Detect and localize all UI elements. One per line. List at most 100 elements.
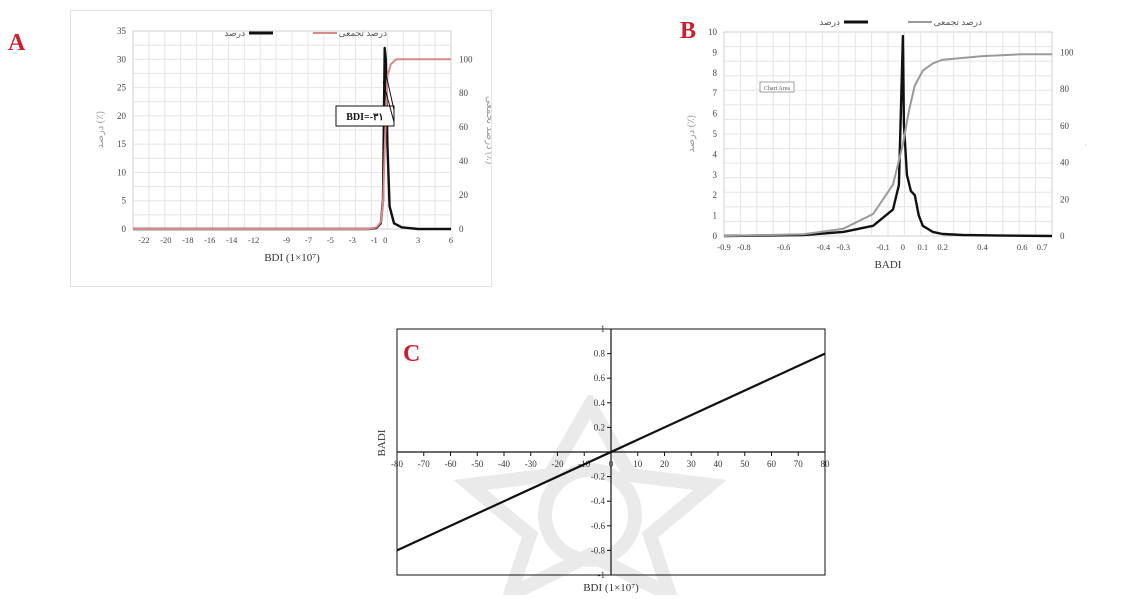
y-right-axis-title: درصد تجمعی (٪) (484, 96, 491, 164)
x-tick-label: -18 (182, 235, 193, 245)
annotation-box (335, 105, 395, 127)
y-left-tick-label: 0 (122, 224, 127, 234)
x-tick-label: -50 (471, 459, 483, 469)
x-tick-label: 0.7 (1037, 242, 1048, 252)
y-tick-label: 1 (601, 324, 606, 334)
x-tick-label: -16 (204, 235, 215, 245)
x-tick-label: 30 (687, 459, 697, 469)
x-tick-label: 80 (821, 459, 831, 469)
x-tick-label: -70 (418, 459, 430, 469)
x-tick-label: 0 (383, 235, 387, 245)
y-left-tick-label: 9 (713, 47, 718, 57)
y-right-tick-label: 80 (459, 88, 469, 98)
chart-panel-c: -80 -70 -60 -50 -40 -30 -20 -10 0 10 20 30 40 50 60 70 8… (355, 323, 855, 594)
y-left-tick-label: 5 (122, 196, 127, 206)
y-left-tick-label: 0 (713, 231, 718, 241)
y-tick-label: -1 (598, 570, 606, 580)
y-left-axis-title: درصد (٪) (95, 111, 106, 149)
watermark-logo (453, 395, 727, 595)
x-tick-label: 0 (901, 242, 905, 252)
y-tick-label: 0.2 (594, 422, 605, 432)
x-tick-label: -9 (283, 235, 290, 245)
x-tick-label: 60 (767, 459, 777, 469)
y-tick-label: 0.4 (594, 398, 606, 408)
y-left-tick-label: 30 (117, 54, 127, 64)
y-left-tick-label: 25 (117, 83, 127, 93)
x-tick-label: -22 (138, 235, 149, 245)
x-tick-label: -1 (371, 235, 378, 245)
y-right-axis-title: درصد تجمعی (٪) (1085, 100, 1086, 168)
chart-area-label: Chart Area (764, 86, 790, 92)
legend-label-cumulative: درصد تجمعی (934, 17, 982, 28)
chart-panel-b: 0 1 2 3 4 5 6 7 8 9 10 0 20 40 60 80 100 -0.9 -0.8 -0.6 -0.4… (676, 12, 1096, 294)
x-tick-label: -0.3 (837, 242, 850, 252)
y-tick-label: -0.2 (591, 472, 605, 482)
y-right-tick-label: 40 (459, 156, 469, 166)
series-line-cumulative (133, 58, 451, 230)
y-left-tick-label: 15 (117, 139, 127, 149)
x-tick-label: 70 (794, 459, 804, 469)
x-tick-label: 0.4 (977, 242, 988, 252)
x-axis-title: BDI (1×10⁷) (583, 582, 639, 594)
y-left-tick-label: 3 (713, 170, 718, 180)
x-tick-label: -20 (552, 459, 564, 469)
x-tick-label: -12 (248, 235, 259, 245)
y-left-tick-label: 10 (117, 167, 127, 177)
y-axis-title: BADI (376, 429, 388, 456)
chart-panel-a: 0 5 10 15 20 25 30 35 0 20 40 60 80 100 -22 -20 -18 -16 -1… (70, 10, 495, 287)
x-tick-label: 6 (449, 235, 453, 245)
x-tick-label: -40 (498, 459, 510, 469)
y-right-tick-label: 0 (1060, 231, 1065, 241)
x-axis-title: BADI (875, 259, 902, 271)
y-left-tick-label: 4 (713, 149, 718, 159)
x-tick-label: 20 (660, 459, 670, 469)
x-tick-label: -3 (349, 235, 356, 245)
y-tick-label: -0.4 (591, 496, 606, 506)
x-tick-label: -0.1 (876, 242, 889, 252)
y-right-tick-label: 60 (459, 122, 469, 132)
y-left-tick-label: 6 (713, 109, 718, 119)
y-left-tick-label: 35 (117, 26, 127, 36)
legend-label-cumulative: درصد تجمعی (339, 28, 387, 39)
annotation-leader (384, 70, 395, 111)
x-tick-label: 0.6 (1017, 242, 1028, 252)
x-axis-title: BDI (1×10⁷) (264, 252, 320, 264)
panel-label-a: A (8, 30, 26, 56)
y-right-tick-label: 100 (1060, 47, 1074, 57)
x-tick-label: 3 (416, 235, 420, 245)
y-left-tick-label: 8 (713, 68, 718, 78)
series-line-badi (396, 352, 826, 552)
y-tick-label: 0.8 (594, 349, 606, 359)
y-left-tick-label: 5 (713, 129, 718, 139)
series-line-percent (723, 34, 1053, 238)
x-tick-label: -30 (525, 459, 537, 469)
y-left-tick-label: 10 (708, 27, 718, 37)
y-left-tick-label: 2 (713, 190, 718, 200)
y-tick-label: -0.6 (591, 521, 606, 531)
x-tick-label: 40 (714, 459, 724, 469)
annotation-label: BDI=-٣١ (346, 112, 384, 123)
y-left-tick-label: 7 (713, 88, 718, 98)
y-right-tick-label: 20 (1060, 194, 1070, 204)
x-tick-label: 10 (633, 459, 643, 469)
y-tick-label: 0.6 (594, 373, 606, 383)
series-line-cumulative (723, 53, 1052, 237)
chart-c-svg: -80 -70 -60 -50 -40 -30 -20 -10 0 10 20 30 40 50 60 70 8… (376, 324, 831, 594)
y-right-tick-label: 40 (1060, 158, 1070, 168)
x-tick-label: 0 (609, 459, 614, 469)
chart-area-box (759, 81, 795, 93)
x-tick-label: 50 (740, 459, 750, 469)
panel-label-b: B (680, 18, 697, 44)
y-tick-label: -0.8 (591, 545, 606, 555)
y-left-axis-title: درصد (٪) (686, 115, 697, 153)
y-right-tick-label: 80 (1060, 84, 1070, 94)
panel-label-c: C (403, 341, 420, 367)
x-tick-label: -80 (391, 459, 403, 469)
x-tick-label: -20 (160, 235, 171, 245)
x-tick-label: 0.1 (917, 242, 928, 252)
x-tick-label: -60 (445, 459, 457, 469)
x-tick-label: -14 (226, 235, 238, 245)
x-tick-label: -7 (305, 235, 312, 245)
